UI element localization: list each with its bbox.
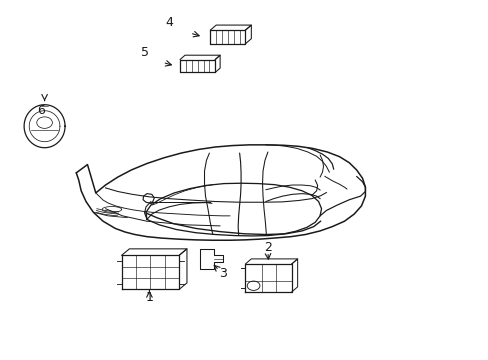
Text: 5: 5: [140, 46, 148, 59]
Text: 4: 4: [164, 16, 172, 29]
Text: 3: 3: [218, 267, 226, 280]
Text: 1: 1: [145, 291, 153, 304]
Text: 2: 2: [264, 241, 271, 254]
Text: 6: 6: [37, 104, 44, 117]
